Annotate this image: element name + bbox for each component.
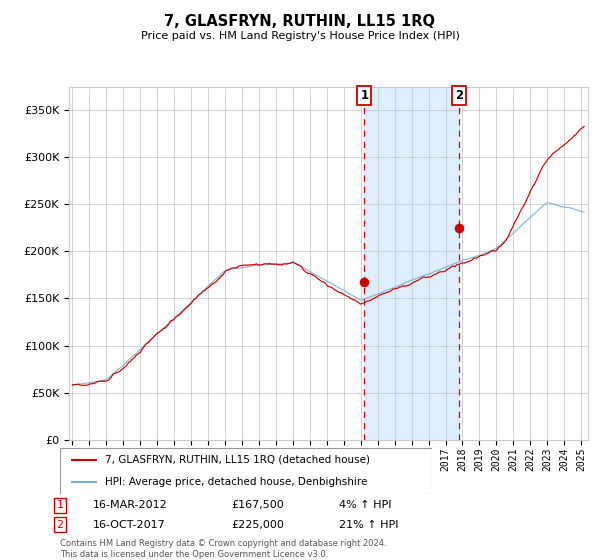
Text: £167,500: £167,500: [231, 500, 284, 510]
Text: 21% ↑ HPI: 21% ↑ HPI: [339, 520, 398, 530]
Text: 1: 1: [360, 88, 368, 101]
Bar: [364, 87, 459, 440]
Text: Price paid vs. HM Land Registry's House Price Index (HPI): Price paid vs. HM Land Registry's House …: [140, 31, 460, 41]
Point: [454, 223, 464, 232]
Text: 16-OCT-2017: 16-OCT-2017: [93, 520, 166, 530]
Text: 2: 2: [56, 520, 64, 530]
Text: 7, GLASFRYN, RUTHIN, LL15 1RQ (detached house): 7, GLASFRYN, RUTHIN, LL15 1RQ (detached …: [104, 455, 370, 465]
Text: HPI: Average price, detached house, Denbighshire: HPI: Average price, detached house, Denb…: [104, 477, 367, 487]
Text: 2: 2: [455, 88, 463, 101]
FancyBboxPatch shape: [60, 448, 432, 494]
Text: 7, GLASFRYN, RUTHIN, LL15 1RQ: 7, GLASFRYN, RUTHIN, LL15 1RQ: [164, 14, 436, 29]
Text: £225,000: £225,000: [231, 520, 284, 530]
Point: [359, 278, 369, 287]
Text: 4% ↑ HPI: 4% ↑ HPI: [339, 500, 391, 510]
Text: 1: 1: [56, 500, 64, 510]
Text: Contains HM Land Registry data © Crown copyright and database right 2024.
This d: Contains HM Land Registry data © Crown c…: [60, 539, 386, 559]
Text: 16-MAR-2012: 16-MAR-2012: [93, 500, 168, 510]
